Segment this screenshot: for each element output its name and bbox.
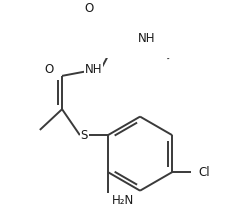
Text: O: O — [44, 63, 53, 76]
Text: NH: NH — [138, 32, 155, 45]
Text: O: O — [84, 2, 93, 15]
Text: S: S — [81, 129, 88, 142]
Text: NH: NH — [84, 63, 102, 76]
Text: Cl: Cl — [199, 166, 210, 179]
Text: H₂N: H₂N — [112, 194, 134, 207]
